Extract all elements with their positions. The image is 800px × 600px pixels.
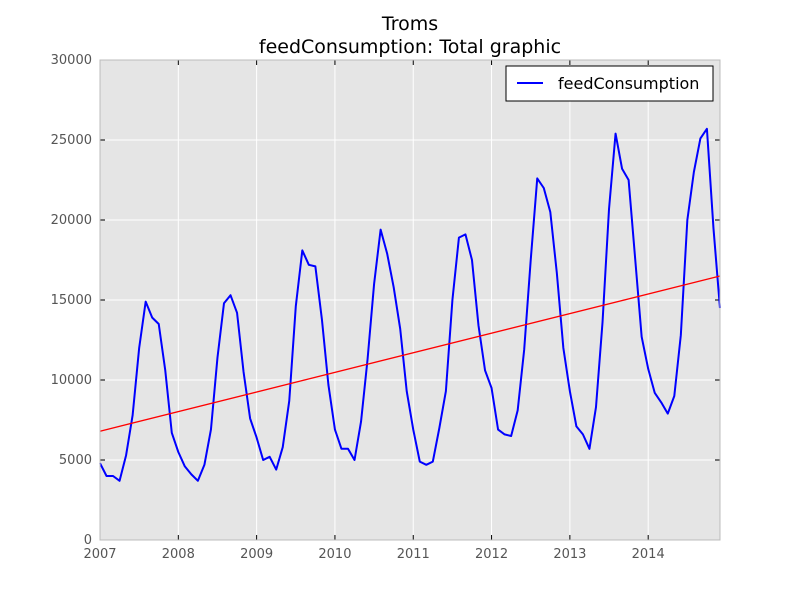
y-tick-label: 5000 xyxy=(59,453,92,468)
tick-labels: 2007 2008 2009 2010 2011 2012 2013 2014 0 5000 100… xyxy=(51,53,665,562)
series-line-feedconsumption xyxy=(99,127,721,482)
legend: feedConsumption xyxy=(505,65,714,102)
y-tick-label: 10000 xyxy=(51,373,92,388)
x-tick-label: 2010 xyxy=(318,547,351,562)
x-tick-label: 2007 xyxy=(83,547,116,562)
chart-title: Troms xyxy=(381,13,438,35)
y-tick-label: 20000 xyxy=(51,213,92,228)
y-tick-label: 0 xyxy=(84,533,92,548)
x-tick-label: 2008 xyxy=(162,547,195,562)
x-tick-label: 2014 xyxy=(632,547,665,562)
y-tick-label: 25000 xyxy=(51,133,92,148)
chart-subtitle: feedConsumption: Total graphic xyxy=(259,36,561,58)
y-tick-label: 15000 xyxy=(51,293,92,308)
y-tick-label: 30000 xyxy=(51,53,92,68)
x-tick-label: 2009 xyxy=(240,547,273,562)
x-tick-label: 2012 xyxy=(475,547,508,562)
legend-label-feedconsumption: feedConsumption xyxy=(558,74,699,93)
x-tick-label: 2013 xyxy=(553,547,586,562)
series-layer xyxy=(99,127,721,482)
plot-frame xyxy=(99,59,721,541)
x-tick-label: 2011 xyxy=(397,547,430,562)
grid-lines xyxy=(100,60,720,540)
trend-line xyxy=(99,275,721,432)
